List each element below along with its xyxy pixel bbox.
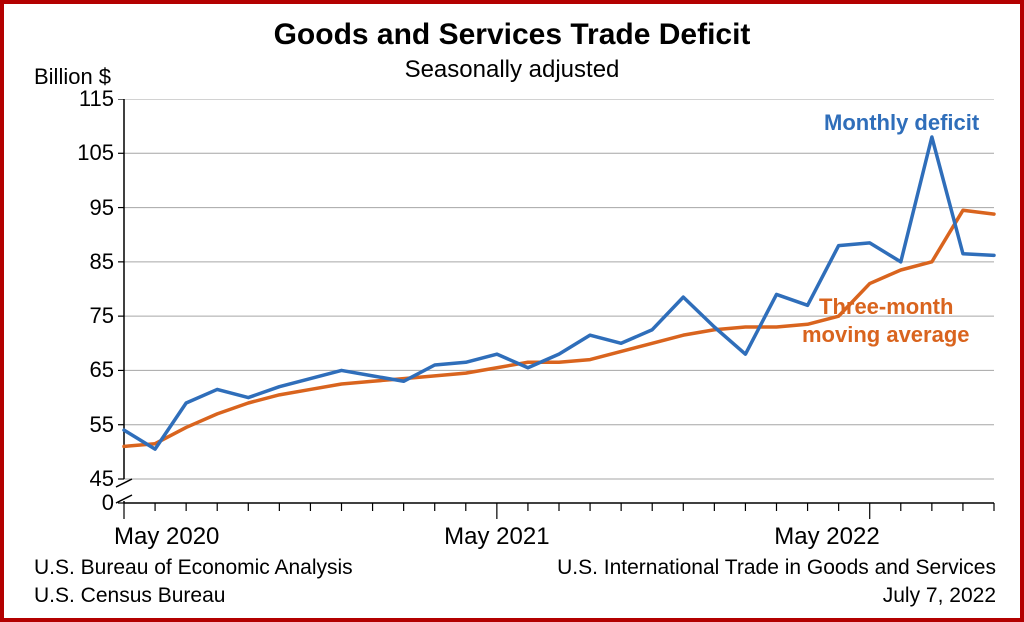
ytick-label: 85 — [54, 249, 114, 275]
ytick-label: 0 — [54, 490, 114, 516]
footer-right-2: July 7, 2022 — [883, 584, 996, 608]
footer-left-2: U.S. Census Bureau — [34, 584, 225, 608]
ytick-label: 65 — [54, 357, 114, 383]
xtick-label: May 2020 — [114, 523, 274, 551]
ytick-label: 95 — [54, 195, 114, 221]
ytick-label: 55 — [54, 412, 114, 438]
ytick-label: 105 — [54, 140, 114, 166]
chart-title: Goods and Services Trade Deficit — [4, 18, 1020, 52]
footer-left-1: U.S. Bureau of Economic Analysis — [34, 556, 353, 580]
chart-frame: Goods and Services Trade Deficit Seasona… — [0, 0, 1024, 622]
legend-moving-avg-line1: Three-month — [819, 294, 953, 320]
xtick-label: May 2021 — [417, 523, 577, 551]
footer-right-1: U.S. International Trade in Goods and Se… — [557, 556, 996, 580]
legend-moving-avg-line2: moving average — [802, 322, 970, 348]
plot-svg — [4, 99, 1020, 543]
ytick-label: 115 — [54, 86, 114, 112]
ytick-label: 75 — [54, 303, 114, 329]
chart-subtitle: Seasonally adjusted — [4, 56, 1020, 84]
legend-monthly: Monthly deficit — [824, 110, 979, 136]
ytick-label: 45 — [54, 466, 114, 492]
xtick-label: May 2022 — [720, 523, 880, 551]
